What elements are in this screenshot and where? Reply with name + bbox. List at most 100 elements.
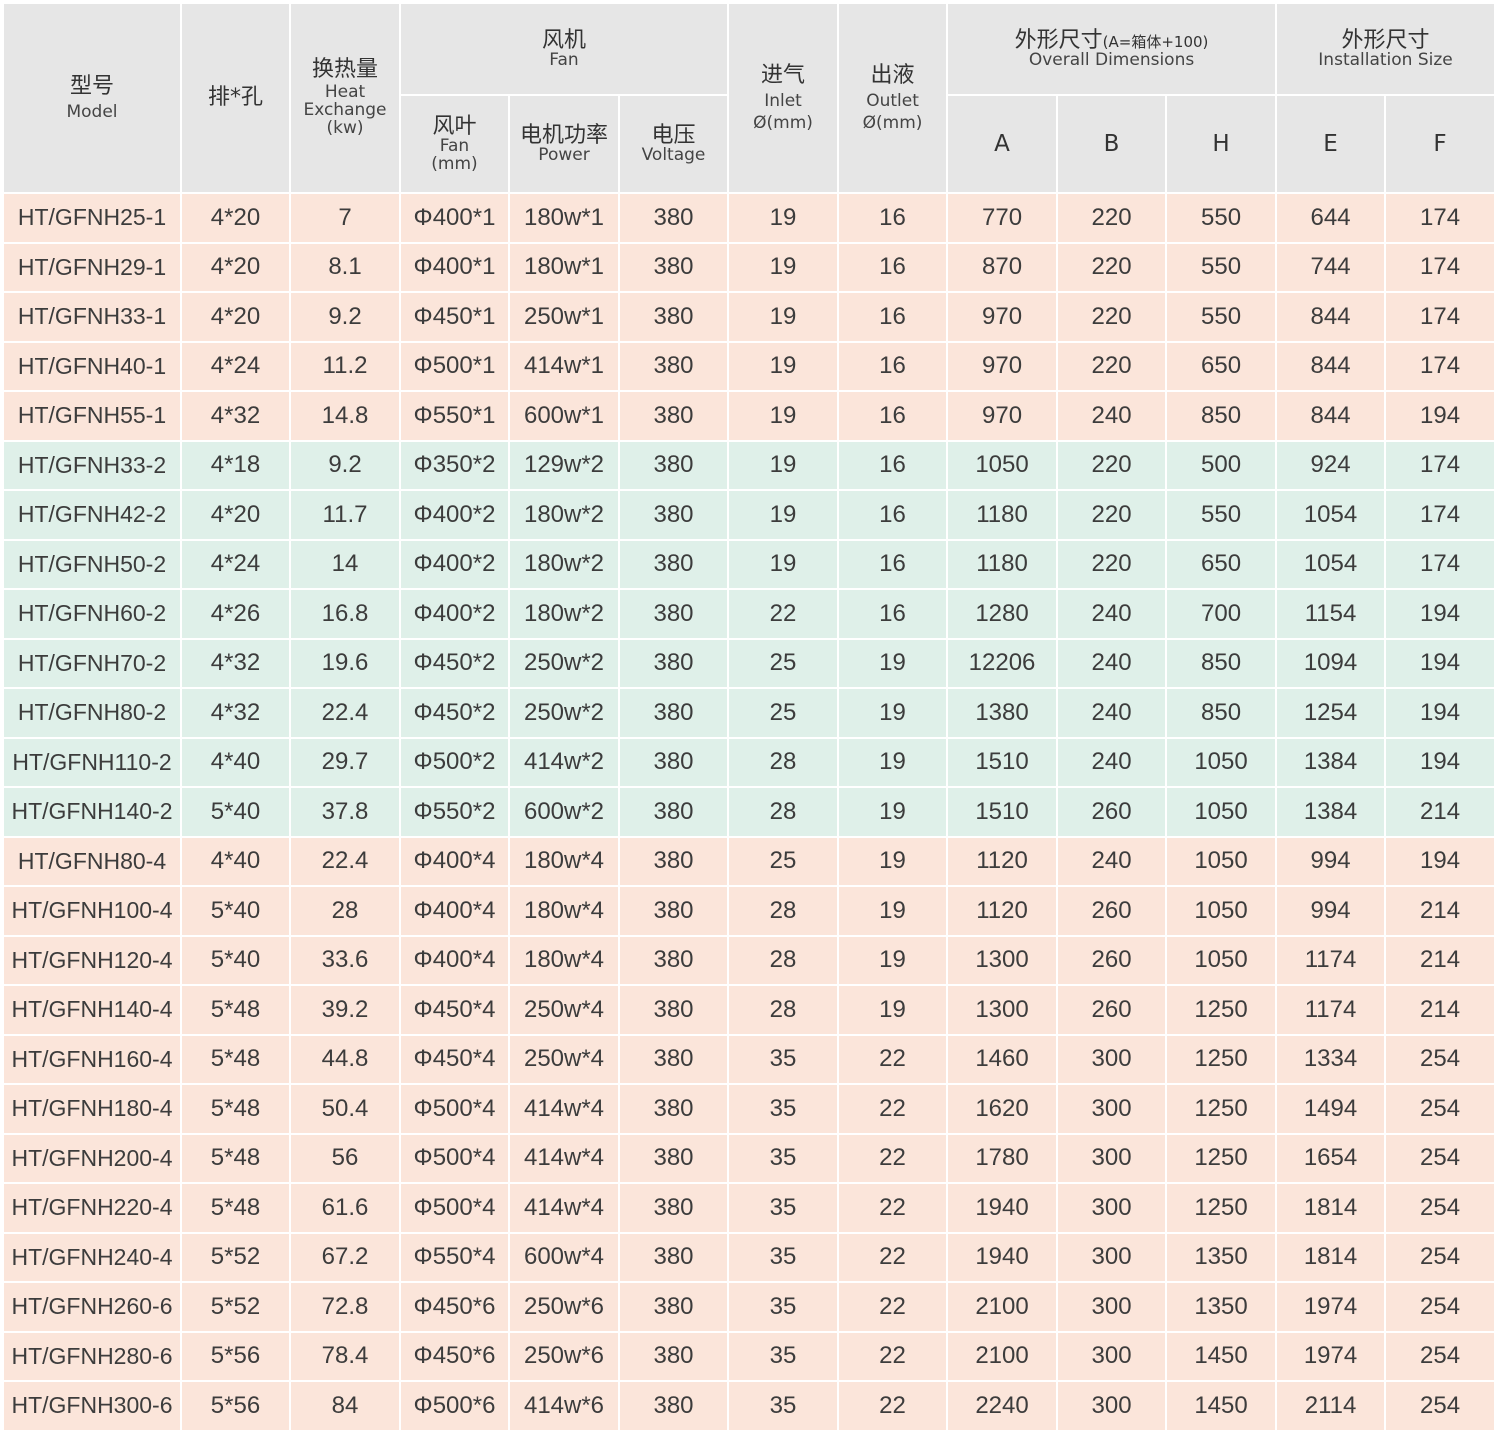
cell-dim-h: 550 — [1167, 243, 1278, 293]
table-row: HT/GFNH33-2 4*18 9.2 Φ350*2 129w*2 380 19 16 105… — [4, 441, 1497, 491]
table-row: HT/GFNH240-4 5*52 67.2 Φ550*4 600w*4 380 35 22 1… — [4, 1233, 1497, 1283]
header-voltage-en: Voltage — [641, 144, 706, 165]
cell-dim-b: 240 — [1058, 639, 1168, 689]
cell-dim-b: 240 — [1058, 392, 1168, 442]
cell-install-e: 1174 — [1277, 986, 1387, 1036]
cell-dim-b: 220 — [1058, 243, 1168, 293]
header-overall-en: Overall Dimensions — [1028, 49, 1195, 70]
cell-heat-exchange: 22.4 — [291, 837, 401, 887]
cell-inlet: 19 — [729, 392, 840, 442]
cell-rows-holes: 5*40 — [182, 788, 291, 838]
cell-model: HT/GFNH100-4 — [4, 887, 182, 937]
cell-dim-b: 220 — [1058, 342, 1168, 392]
cell-outlet: 19 — [839, 689, 949, 739]
cell-heat-exchange: 7 — [291, 194, 401, 244]
cell-dim-a: 1300 — [948, 936, 1059, 986]
cell-dim-a: 12206 — [948, 639, 1059, 689]
table-row: HT/GFNH70-2 4*32 19.6 Φ450*2 250w*2 380 25 19 12… — [4, 639, 1497, 689]
cell-voltage: 380 — [620, 738, 730, 788]
cell-fan-blade: Φ450*2 — [401, 689, 510, 739]
cell-model: HT/GFNH40-1 — [4, 342, 182, 392]
cell-outlet: 16 — [839, 194, 949, 244]
header-col-h-label: H — [1212, 130, 1230, 157]
cell-dim-b: 300 — [1058, 1184, 1168, 1234]
cell-dim-h: 1350 — [1167, 1233, 1278, 1283]
cell-dim-b: 300 — [1058, 1332, 1168, 1382]
cell-dim-b: 300 — [1058, 1134, 1168, 1184]
cell-voltage: 380 — [620, 936, 730, 986]
header-heat-en: Heat — [324, 82, 366, 103]
cell-model: HT/GFNH25-1 — [4, 194, 182, 244]
cell-heat-exchange: 28 — [291, 887, 401, 937]
cell-voltage: 380 — [620, 243, 730, 293]
cell-voltage: 380 — [620, 1035, 730, 1085]
spec-table: 型号 Model 排*孔 换热量 Heat Exchange (kw) 风机 F… — [4, 4, 1497, 1432]
cell-heat-exchange: 39.2 — [291, 986, 401, 1036]
header-overall-dimensions: 外形尺寸(A=箱体+100) Overall Dimensions — [948, 4, 1278, 96]
header-heat-en2: Exchange — [303, 100, 387, 121]
header-inlet-unit: Ø(mm) — [753, 112, 813, 133]
cell-outlet: 22 — [839, 1332, 949, 1382]
cell-install-e: 744 — [1277, 243, 1387, 293]
cell-inlet: 35 — [729, 1035, 840, 1085]
cell-dim-b: 220 — [1058, 293, 1168, 343]
cell-dim-a: 1510 — [948, 788, 1059, 838]
header-install-zh: 外形尺寸 — [1341, 27, 1430, 53]
cell-dim-a: 1940 — [948, 1184, 1059, 1234]
cell-install-f: 174 — [1386, 194, 1497, 244]
cell-fan-blade: Φ400*4 — [401, 887, 510, 937]
cell-install-f: 254 — [1386, 1134, 1497, 1184]
table-row: HT/GFNH29-1 4*20 8.1 Φ400*1 180w*1 380 19 16 870… — [4, 243, 1497, 293]
cell-inlet: 19 — [729, 243, 840, 293]
cell-inlet: 28 — [729, 738, 840, 788]
cell-install-e: 924 — [1277, 441, 1387, 491]
cell-fan-blade: Φ400*1 — [401, 243, 510, 293]
header-voltage: 电压 Voltage — [620, 96, 730, 194]
cell-rows-holes: 4*32 — [182, 689, 291, 739]
cell-inlet: 35 — [729, 1283, 840, 1333]
cell-dim-a: 1120 — [948, 887, 1059, 937]
cell-dim-b: 240 — [1058, 837, 1168, 887]
cell-fan-blade: Φ450*2 — [401, 639, 510, 689]
cell-dim-h: 550 — [1167, 194, 1278, 244]
header-inlet: 进气 Inlet Ø(mm) — [729, 4, 840, 194]
cell-dim-a: 1780 — [948, 1134, 1059, 1184]
cell-heat-exchange: 44.8 — [291, 1035, 401, 1085]
cell-dim-h: 850 — [1167, 689, 1278, 739]
cell-inlet: 25 — [729, 689, 840, 739]
header-rows-holes-zh: 排*孔 — [207, 85, 263, 111]
cell-inlet: 35 — [729, 1085, 840, 1135]
cell-install-f: 194 — [1386, 590, 1497, 640]
cell-model: HT/GFNH140-4 — [4, 986, 182, 1036]
cell-rows-holes: 5*48 — [182, 1134, 291, 1184]
cell-dim-h: 1250 — [1167, 1085, 1278, 1135]
header-col-a-label: A — [994, 130, 1010, 157]
table-row: HT/GFNH40-1 4*24 11.2 Φ500*1 414w*1 380 19 16 97… — [4, 342, 1497, 392]
cell-inlet: 19 — [729, 194, 840, 244]
cell-heat-exchange: 19.6 — [291, 639, 401, 689]
header-overall-note: (A=箱体+100) — [1102, 32, 1209, 51]
cell-motor-power: 250w*1 — [510, 293, 620, 343]
cell-install-f: 214 — [1386, 986, 1497, 1036]
cell-motor-power: 414w*4 — [510, 1134, 620, 1184]
header-outlet: 出液 Outlet Ø(mm) — [839, 4, 949, 194]
cell-dim-b: 260 — [1058, 788, 1168, 838]
cell-install-f: 254 — [1386, 1184, 1497, 1234]
cell-motor-power: 250w*2 — [510, 689, 620, 739]
header-col-a: A — [948, 96, 1059, 194]
cell-dim-a: 1300 — [948, 986, 1059, 1036]
cell-dim-h: 550 — [1167, 293, 1278, 343]
cell-dim-a: 970 — [948, 342, 1059, 392]
cell-dim-h: 1250 — [1167, 1035, 1278, 1085]
table-body: HT/GFNH25-1 4*20 7 Φ400*1 180w*1 380 19 16 770 22… — [4, 194, 1497, 1432]
cell-outlet: 16 — [839, 491, 949, 541]
cell-model: HT/GFNH300-6 — [4, 1382, 182, 1432]
cell-heat-exchange: 9.2 — [291, 293, 401, 343]
cell-heat-exchange: 33.6 — [291, 936, 401, 986]
cell-install-e: 844 — [1277, 342, 1387, 392]
cell-dim-h: 1050 — [1167, 788, 1278, 838]
cell-dim-b: 260 — [1058, 887, 1168, 937]
header-model-en: Model — [66, 101, 118, 122]
cell-heat-exchange: 14 — [291, 540, 401, 590]
cell-model: HT/GFNH50-2 — [4, 540, 182, 590]
